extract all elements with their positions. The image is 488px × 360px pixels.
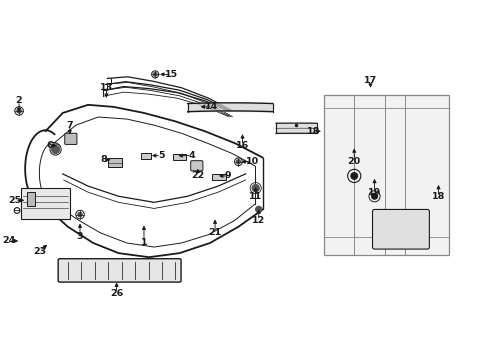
Text: 21: 21 [208,228,221,237]
Text: 7: 7 [66,121,73,130]
Text: 2: 2 [16,96,22,105]
Text: 24: 24 [2,237,16,246]
Text: 8: 8 [100,155,106,164]
Text: 6: 6 [46,141,53,150]
Text: 14: 14 [205,102,218,111]
Circle shape [78,212,82,217]
Text: 17: 17 [363,76,376,85]
Text: 12: 12 [252,216,265,225]
FancyBboxPatch shape [372,210,428,249]
Text: 22: 22 [191,171,204,180]
Circle shape [236,160,240,164]
Bar [323,95,448,255]
Bar [27,192,35,206]
Bar [212,174,226,180]
Text: 9: 9 [224,171,231,180]
Text: 4: 4 [188,151,195,160]
Circle shape [153,73,157,76]
Text: 18: 18 [431,192,444,201]
Circle shape [371,193,377,199]
Bar [173,154,185,160]
Text: 16: 16 [235,141,248,150]
Text: 20: 20 [347,157,360,166]
Circle shape [17,109,21,113]
Text: 13: 13 [100,83,113,92]
Circle shape [350,173,357,179]
Text: 5: 5 [158,151,164,160]
Text: 23: 23 [33,247,46,256]
Text: 19: 19 [367,188,380,197]
FancyBboxPatch shape [190,161,203,171]
Text: 1: 1 [141,238,147,247]
FancyBboxPatch shape [58,259,181,282]
Circle shape [255,206,261,212]
Bar [141,153,150,159]
Circle shape [252,185,259,192]
Text: 18: 18 [306,127,320,136]
Text: 11: 11 [248,192,262,201]
Circle shape [52,146,60,153]
Text: 26: 26 [110,289,123,298]
Text: 25: 25 [8,196,21,205]
Text: 10: 10 [245,157,259,166]
FancyBboxPatch shape [64,133,77,144]
Bar [21,188,70,219]
Bar [108,158,122,167]
Text: 3: 3 [77,232,83,241]
Text: 15: 15 [164,70,178,79]
